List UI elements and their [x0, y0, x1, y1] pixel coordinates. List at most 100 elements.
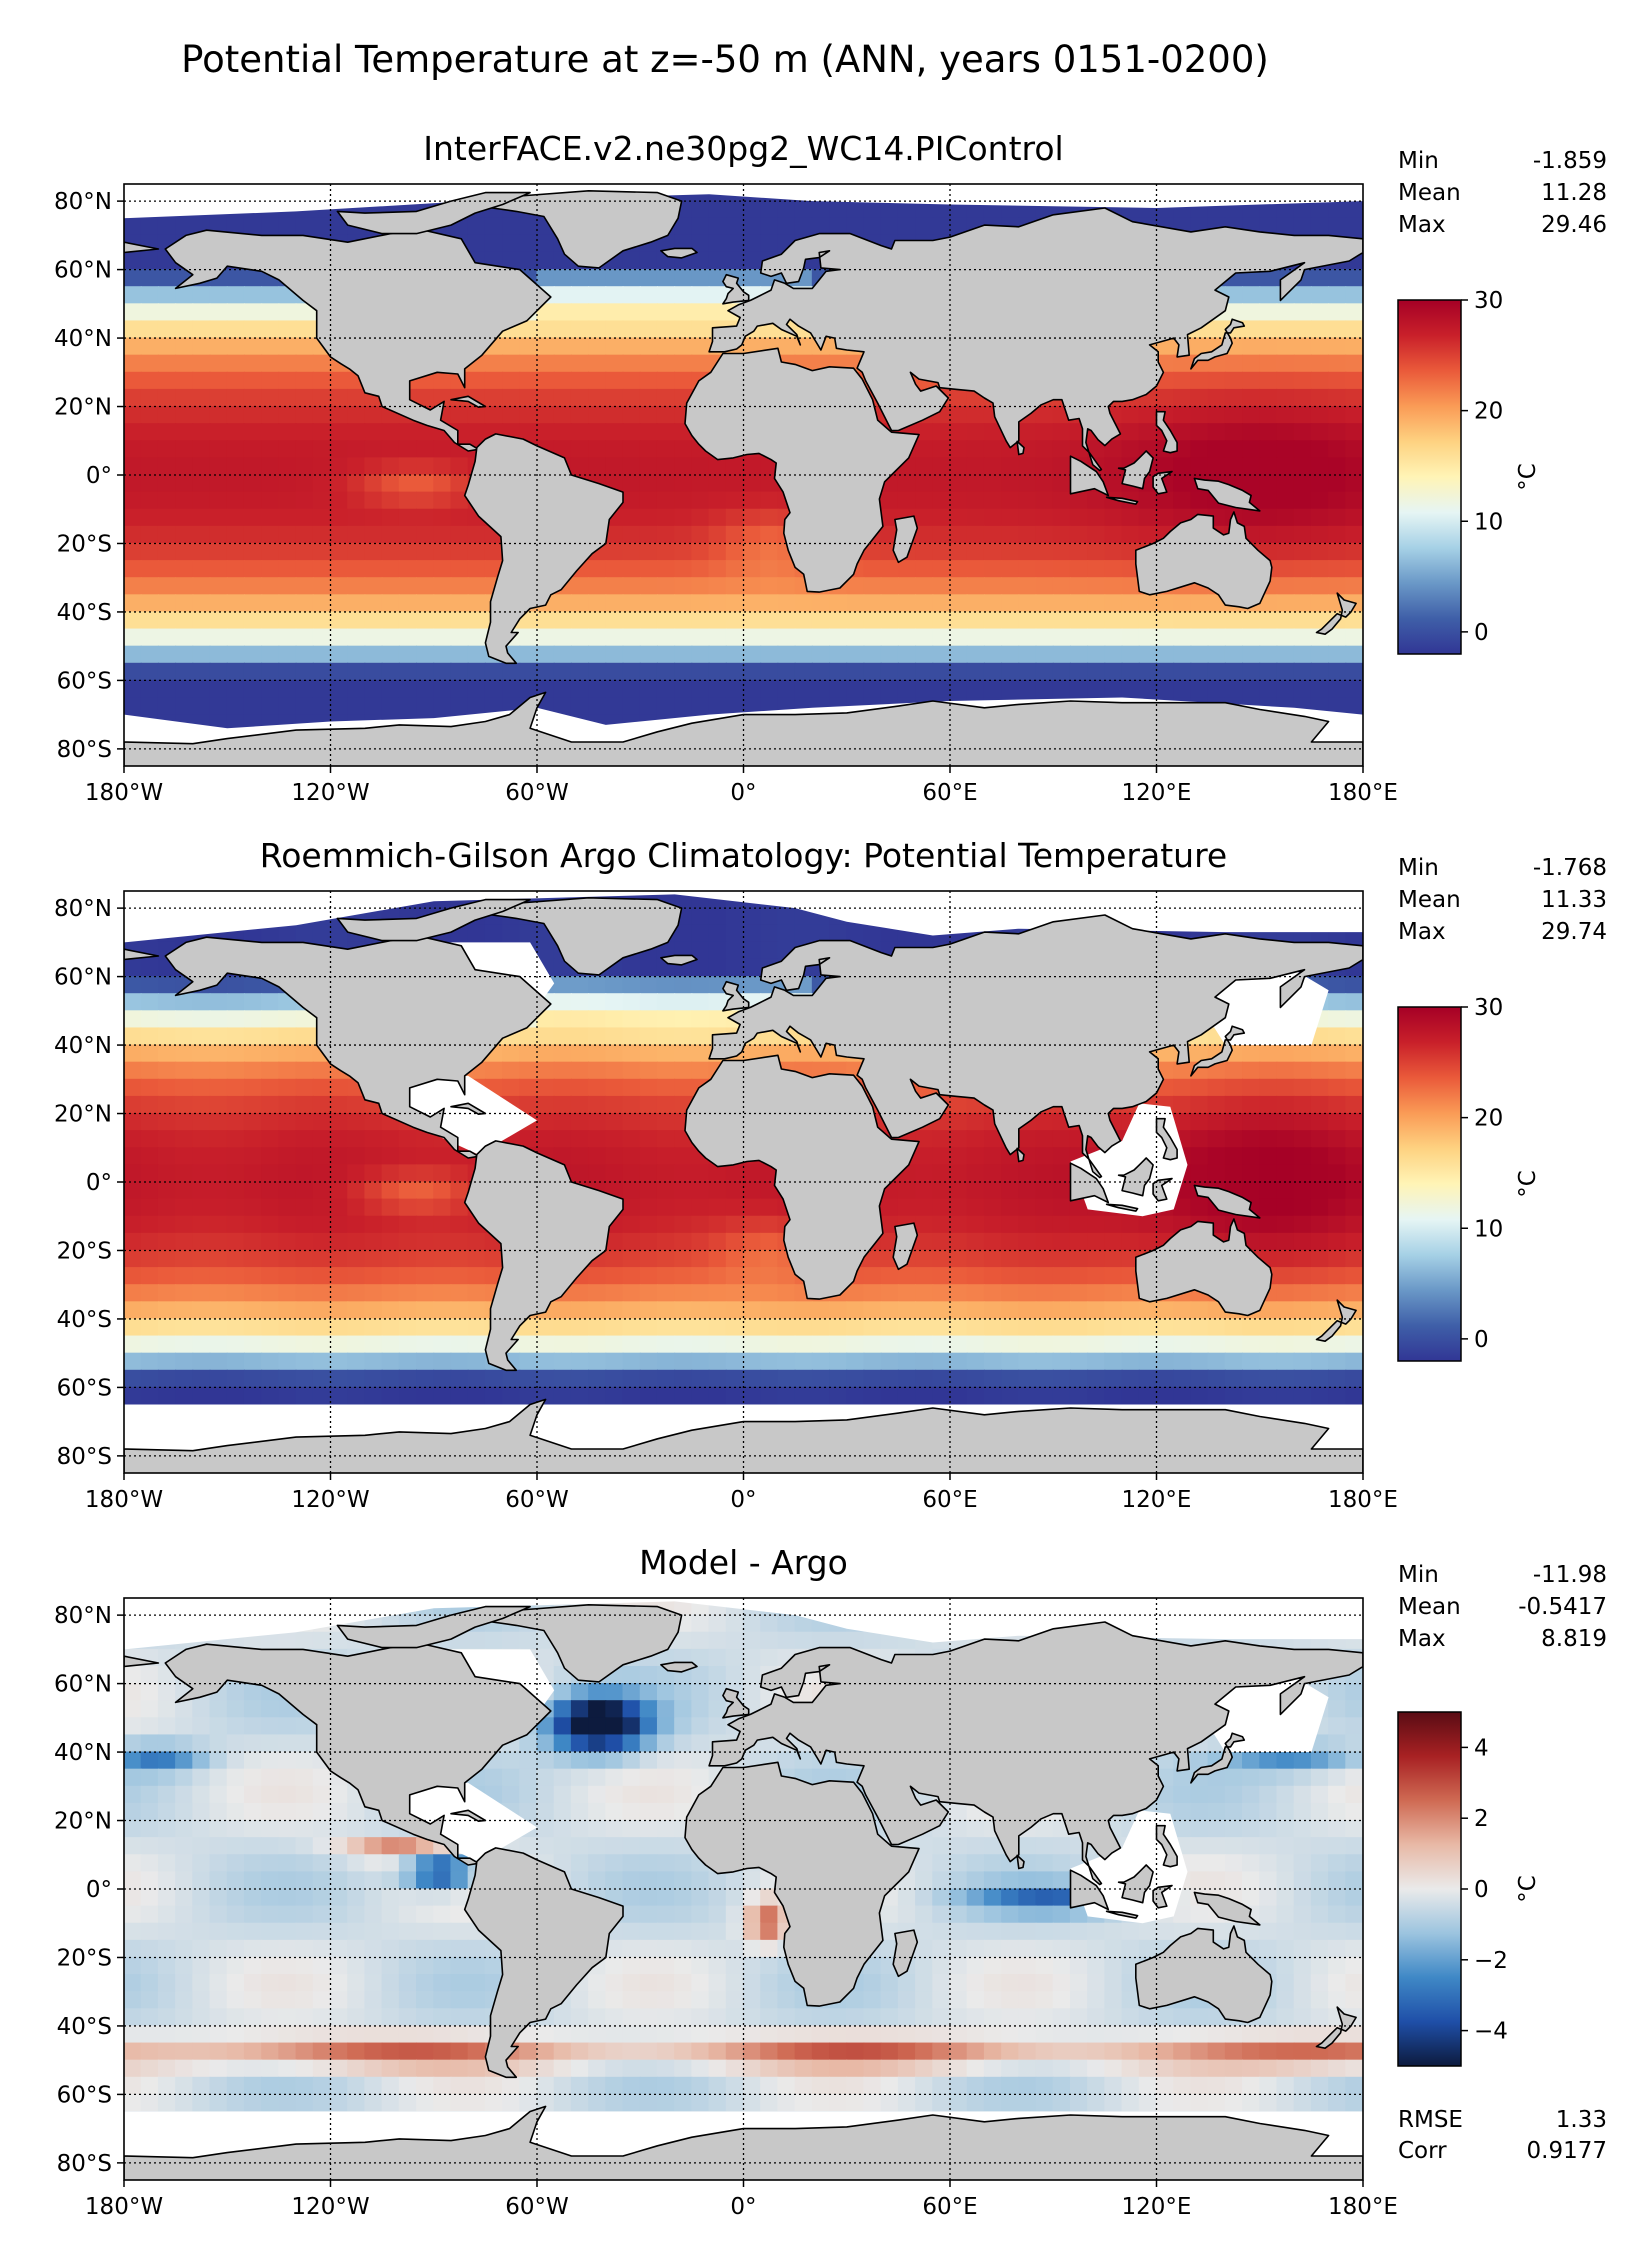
heatmap-cell	[570, 286, 590, 305]
heatmap-cell	[278, 611, 297, 630]
heatmap-cell	[243, 371, 263, 390]
heatmap-cell	[1069, 1215, 1089, 1234]
heatmap-cell	[519, 1130, 538, 1149]
heatmap-cell	[708, 200, 727, 219]
heatmap-cell	[1018, 1249, 1037, 1269]
heatmap-cell	[966, 1249, 985, 1269]
heatmap-cell	[1259, 354, 1278, 373]
heatmap-cell	[243, 457, 263, 476]
heatmap-cell	[416, 645, 435, 664]
heatmap-cell	[811, 1335, 831, 1354]
heatmap-cell	[416, 1181, 435, 1200]
heatmap-cell	[1001, 1352, 1020, 1371]
heatmap-cell	[175, 1164, 194, 1183]
heatmap-cell	[743, 1352, 762, 1371]
heatmap-cell	[639, 1369, 658, 1388]
heatmap-cell	[1035, 594, 1054, 613]
heatmap-cell	[1259, 611, 1278, 630]
heatmap-cell	[433, 1301, 452, 1320]
heatmap-cell	[863, 217, 882, 236]
heatmap-cell	[811, 1386, 831, 1406]
heatmap-cell	[605, 645, 624, 664]
heatmap-cell	[570, 993, 590, 1012]
heatmap-cell	[605, 697, 624, 716]
heatmap-cell	[966, 628, 985, 647]
heatmap-cell	[1156, 611, 1175, 630]
heatmap-cell	[175, 303, 194, 322]
heatmap-cell	[347, 406, 366, 425]
heatmap-cell	[1328, 457, 1347, 476]
heatmap-cell	[226, 406, 245, 425]
heatmap-cell	[949, 1181, 968, 1200]
heatmap-cell	[433, 1386, 452, 1406]
heatmap-cell	[261, 286, 280, 305]
heatmap-cell	[192, 577, 211, 596]
heatmap-cell	[519, 679, 538, 699]
heatmap-cell	[691, 1010, 710, 1029]
heatmap-cell	[1001, 474, 1020, 493]
heatmap-cell	[1276, 457, 1295, 476]
heatmap-cell	[794, 337, 813, 356]
heatmap-cell	[1242, 662, 1261, 681]
heatmap-cell	[209, 993, 228, 1012]
heatmap-cell	[1242, 1318, 1261, 1337]
heatmap-cell	[811, 594, 831, 613]
heatmap-cell	[656, 491, 676, 510]
heatmap-cell	[1052, 1318, 1071, 1337]
heatmap-cell	[1310, 371, 1330, 390]
heatmap-cell	[553, 976, 572, 995]
heatmap-cell	[743, 491, 762, 510]
heatmap-cell	[1293, 1147, 1312, 1166]
heatmap-cell	[175, 1095, 194, 1115]
heatmap-cell	[124, 406, 142, 425]
heatmap-cell	[846, 662, 865, 681]
heatmap-cell	[674, 577, 693, 596]
heatmap-cell	[278, 924, 297, 943]
heatmap-cell	[674, 269, 693, 288]
heatmap-cell	[966, 491, 985, 510]
heatmap-cell	[157, 354, 177, 373]
heatmap-cell	[622, 303, 641, 322]
heatmap-cell	[157, 577, 177, 596]
heatmap-cell	[622, 1352, 641, 1371]
heatmap-cell	[691, 303, 710, 322]
heatmap-cell	[278, 1130, 297, 1149]
heatmap-cell	[760, 679, 779, 699]
heatmap-cell	[1345, 1386, 1363, 1406]
heatmap-cell	[1035, 577, 1054, 596]
heatmap-cell	[312, 645, 331, 664]
heatmap-cell	[983, 542, 1003, 562]
heatmap-field	[124, 184, 1363, 766]
heatmap-cell	[1276, 320, 1295, 339]
heatmap-cell	[157, 491, 177, 510]
heatmap-cell	[622, 594, 641, 613]
heatmap-cell	[553, 354, 572, 373]
heatmap-cell	[243, 662, 263, 681]
heatmap-cell	[536, 1369, 555, 1388]
heatmap-cell	[846, 200, 865, 219]
heatmap-cell	[157, 993, 177, 1012]
heatmap-cell	[1224, 1335, 1244, 1354]
heatmap-cell	[880, 679, 899, 699]
heatmap-cell	[124, 525, 142, 544]
heatmap-cell	[588, 1301, 607, 1320]
heatmap-cell	[261, 679, 280, 699]
heatmap-cell	[1345, 320, 1363, 339]
heatmap-cell	[124, 337, 142, 356]
heatmap-cell	[278, 1164, 297, 1183]
heatmap-cell	[175, 337, 194, 356]
heatmap-cell	[1242, 1164, 1261, 1183]
heatmap-cell	[1069, 542, 1089, 562]
heatmap-cell	[347, 423, 366, 442]
heatmap-cell	[1052, 1198, 1071, 1217]
heatmap-cell	[450, 628, 469, 647]
heatmap-cell	[416, 525, 435, 544]
heatmap-cell	[1242, 303, 1261, 322]
heatmap-cell	[1259, 1232, 1278, 1251]
heatmap-cell	[175, 1369, 194, 1388]
heatmap-cell	[124, 1198, 142, 1217]
heatmap-cell	[949, 440, 968, 459]
heatmap-cell	[880, 1267, 899, 1286]
heatmap-cell	[656, 1386, 676, 1406]
heatmap-cell	[1259, 679, 1278, 699]
